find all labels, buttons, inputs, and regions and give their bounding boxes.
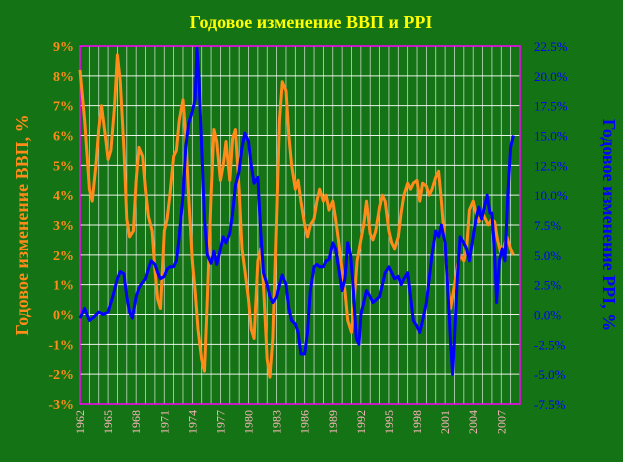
x-tick-label: 1971 — [157, 410, 171, 434]
left-axis-ticks: -3% -2% -1% 0% 1% 2% 3% 4% 5% 6% 7% 8% 9% — [48, 40, 74, 413]
x-tick-label: 1977 — [213, 410, 227, 434]
left-axis-label: Годовое изменение ВВП, % — [12, 114, 32, 335]
ppi-series-line — [78, 46, 515, 376]
x-tick-label: 1986 — [298, 410, 312, 434]
left-tick-label: 6% — [53, 130, 74, 145]
left-tick-label: -2% — [48, 368, 74, 383]
right-tick-label: -2.5% — [534, 337, 566, 352]
right-tick-label: -7.5% — [534, 397, 566, 412]
x-tick-label: 1965 — [101, 410, 115, 434]
right-tick-label: 0.0% — [534, 308, 561, 323]
x-tick-label: 1992 — [354, 410, 368, 434]
x-axis-ticks: 1962 1965 1968 1971 1974 1977 1980 1983 1986 1989… — [73, 410, 508, 434]
left-tick-label: 9% — [53, 40, 74, 55]
left-tick-label: 2% — [53, 249, 74, 264]
x-tick-label: 1962 — [73, 410, 87, 434]
right-tick-label: 22.5% — [534, 39, 568, 54]
x-tick-label: 1983 — [270, 410, 284, 434]
right-tick-label: 7.5% — [534, 218, 561, 233]
left-tick-label: 5% — [53, 159, 74, 174]
left-tick-label: 7% — [53, 100, 74, 115]
x-tick-label: 1980 — [242, 410, 256, 434]
left-tick-label: 8% — [53, 70, 74, 85]
x-tick-label: 1995 — [382, 410, 396, 434]
right-tick-label: 20.0% — [534, 69, 568, 84]
left-tick-label: -3% — [48, 398, 74, 413]
right-tick-label: 17.5% — [534, 99, 568, 114]
right-tick-label: 2.5% — [534, 278, 561, 293]
x-tick-label: 1989 — [326, 410, 340, 434]
left-tick-label: 3% — [53, 219, 74, 234]
left-tick-label: 1% — [53, 279, 74, 294]
right-tick-label: 15.0% — [534, 129, 568, 144]
right-tick-label: 10.0% — [534, 188, 568, 203]
gdp-series-line — [78, 53, 515, 379]
right-axis-ticks: -7.5% -5.0% -2.5% 0.0% 2.5% 5.0% 7.5% 10.0% 12.5… — [534, 39, 568, 412]
x-tick-label: 2004 — [466, 410, 480, 434]
chart-title: Годовое изменение ВВП и PPI — [190, 12, 433, 32]
right-axis-label: Годовое изменение PPI, % — [599, 119, 619, 331]
right-tick-label: -5.0% — [534, 367, 566, 382]
x-tick-label: 1998 — [410, 410, 424, 434]
series-lines — [78, 46, 515, 379]
left-tick-label: 4% — [53, 189, 74, 204]
left-tick-label: 0% — [53, 309, 74, 324]
left-tick-label: -1% — [48, 338, 74, 353]
plot-frame — [79, 45, 521, 405]
right-tick-label: 5.0% — [534, 248, 561, 263]
x-tick-label: 1968 — [129, 410, 143, 434]
right-tick-label: 12.5% — [534, 158, 568, 173]
x-tick-label: 1974 — [185, 410, 199, 434]
x-tick-label: 2007 — [494, 410, 508, 434]
x-tick-label: 2001 — [438, 410, 452, 434]
